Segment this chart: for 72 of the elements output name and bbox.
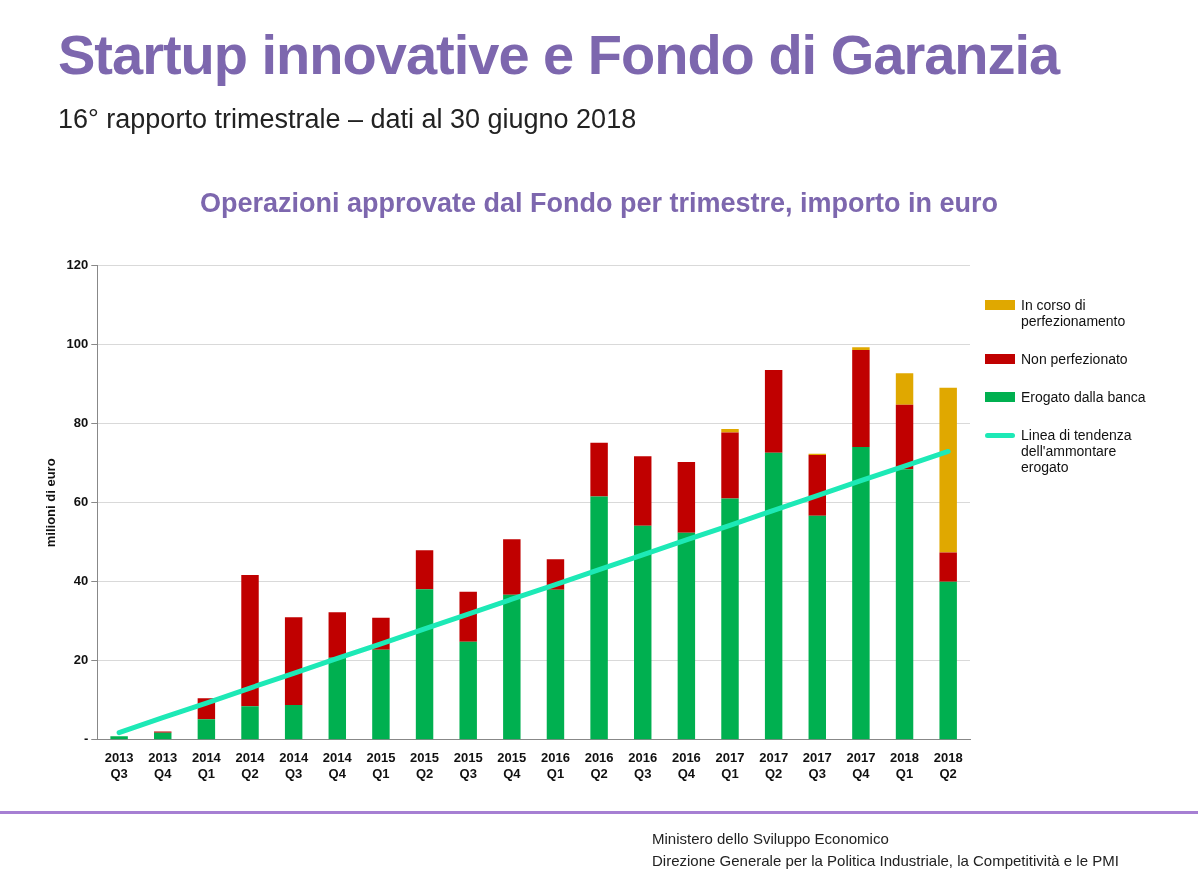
bar xyxy=(895,404,914,470)
bar xyxy=(415,589,434,740)
y-tick-label: 20 xyxy=(73,652,89,668)
bar xyxy=(241,706,259,740)
bar xyxy=(852,447,870,740)
x-tick-label: 2013 Q4 xyxy=(148,750,178,781)
x-tick-label: 2016 Q2 xyxy=(584,750,614,781)
y-tick-label: - xyxy=(83,731,89,747)
chart-subtitle: 16° rapporto trimestrale – dati al 30 giugno 2018 xyxy=(58,104,637,135)
chart-title: Startup innovative e Fondo di Garanzia xyxy=(58,22,1060,87)
bar xyxy=(939,552,957,582)
x-tick-label: 2017 Q3 xyxy=(802,750,832,781)
x-tick-label: 2014 Q3 xyxy=(279,750,309,781)
bar xyxy=(721,498,739,740)
x-tick-label: 2016 Q4 xyxy=(671,750,701,781)
bar xyxy=(284,705,303,740)
bar xyxy=(241,575,259,707)
bar xyxy=(546,589,565,740)
bar xyxy=(764,370,783,453)
x-tick-label: 2014 Q4 xyxy=(322,750,353,781)
bar xyxy=(677,532,696,740)
x-tick-label: 2015 Q3 xyxy=(453,750,483,781)
bar xyxy=(852,349,870,448)
text: Operazioni approvate dal Fondo per trimestre, importo in euro xyxy=(198,188,1000,219)
bar xyxy=(503,594,521,740)
y-tick-label: 100 xyxy=(66,336,89,352)
bar xyxy=(634,456,652,526)
bar xyxy=(677,462,696,533)
bar xyxy=(372,649,390,740)
x-tick-label: 2018 Q2 xyxy=(933,750,963,781)
x-tick-label: 2018 Q1 xyxy=(890,750,920,781)
y-tick-label: 80 xyxy=(73,415,89,431)
bar xyxy=(197,719,216,740)
bar xyxy=(939,387,957,553)
bar xyxy=(764,452,783,740)
x-tick-label: 2017 Q4 xyxy=(846,750,876,781)
text: Direzione Generale per la Politica Industriale, la Competitività e le PMI xyxy=(652,852,1119,869)
bar xyxy=(328,657,347,740)
bar xyxy=(284,617,303,706)
legend-label: Erogato dalla banca xyxy=(1021,389,1146,405)
legend-label: Non perfezionato xyxy=(1021,351,1128,367)
x-tick-label: 2017 Q1 xyxy=(715,750,745,781)
bar xyxy=(634,525,652,740)
x-tick-label: 2014 Q2 xyxy=(235,750,266,781)
bar xyxy=(895,373,914,405)
legend-label: In corso di perfezionamento xyxy=(1021,297,1127,329)
bar xyxy=(328,612,347,658)
x-tick-label: 2014 Q1 xyxy=(191,750,222,781)
bar xyxy=(808,515,826,740)
bar xyxy=(852,347,870,350)
bar xyxy=(721,432,739,499)
y-tick-label: 120 xyxy=(66,257,89,273)
bar xyxy=(459,641,477,740)
legend-label: Linea di tendenza dell'ammontare erogato xyxy=(1021,427,1133,475)
x-tick-label: 2016 Q1 xyxy=(541,750,570,781)
x-tick-label: 2016 Q3 xyxy=(628,750,658,781)
bar xyxy=(895,469,914,740)
bar xyxy=(939,581,957,740)
x-tick-label: 2015 Q4 xyxy=(497,750,527,781)
y-tick-label: 60 xyxy=(73,494,89,510)
x-tick-label: 2015 Q2 xyxy=(410,750,440,781)
bar xyxy=(415,550,434,590)
x-tick-label: 2017 Q2 xyxy=(759,750,789,781)
bar xyxy=(110,736,128,740)
x-tick-label: 2015 Q1 xyxy=(366,750,396,781)
y-axis-title: milioni di euro xyxy=(43,458,59,548)
text: Ministero dello Sviluppo Economico xyxy=(652,830,889,847)
bar xyxy=(590,496,608,740)
bar xyxy=(590,442,608,497)
y-tick-label: 40 xyxy=(73,573,89,589)
x-tick-label: 2013 Q3 xyxy=(104,750,134,781)
bar xyxy=(503,539,521,595)
